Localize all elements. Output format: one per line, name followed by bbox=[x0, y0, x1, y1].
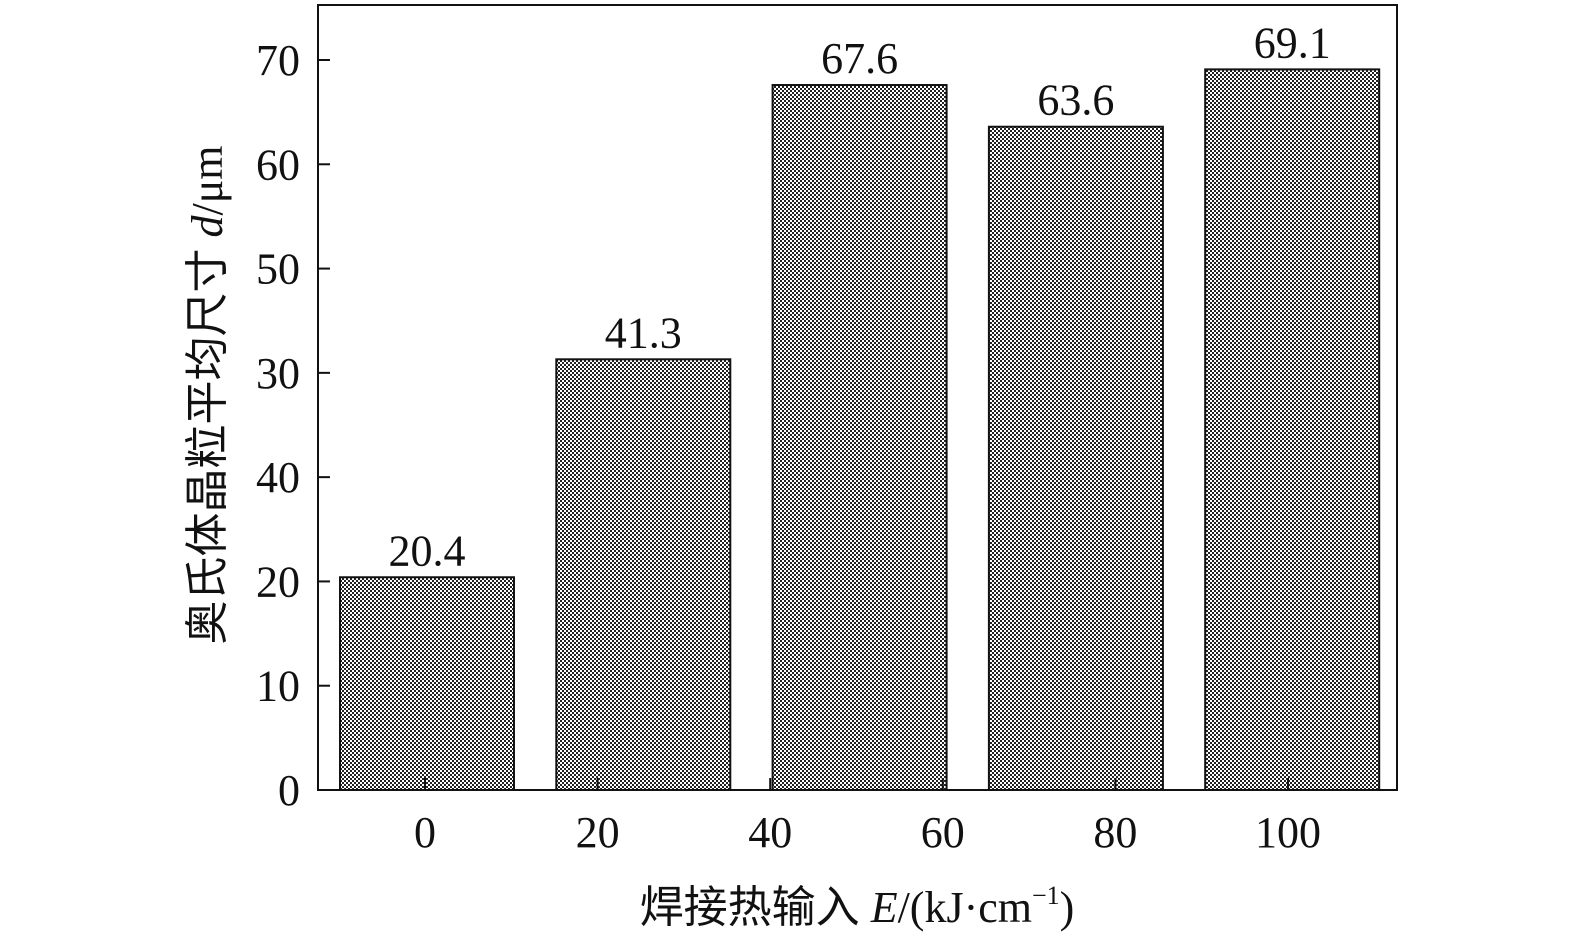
y-tick-label: 20 bbox=[256, 557, 300, 606]
x-tick-label: 100 bbox=[1255, 808, 1321, 857]
x-tick-label: 40 bbox=[748, 808, 792, 857]
data-label: 20.4 bbox=[389, 526, 466, 575]
bar bbox=[1204, 68, 1381, 791]
y-tick-label: 10 bbox=[256, 662, 300, 711]
y-tick-label: 0 bbox=[278, 766, 300, 815]
plot-frame bbox=[317, 4, 1398, 791]
y-tick-label: 60 bbox=[256, 140, 300, 189]
bar bbox=[771, 84, 948, 792]
x-tick-label: 0 bbox=[414, 808, 436, 857]
y-axis-label: 奥氏体晶粒平均尺寸 d/μm bbox=[183, 145, 232, 644]
data-label: 63.6 bbox=[1037, 76, 1114, 125]
bar bbox=[987, 125, 1164, 791]
y-tick-label: 30 bbox=[256, 349, 300, 398]
x-tick-label: 80 bbox=[1093, 808, 1137, 857]
x-tick-label: 60 bbox=[921, 808, 965, 857]
y-tick-label: 70 bbox=[256, 36, 300, 85]
y-tick-label: 40 bbox=[256, 453, 300, 502]
data-label: 67.6 bbox=[821, 34, 898, 83]
data-label: 41.3 bbox=[605, 308, 682, 357]
data-label: 69.1 bbox=[1254, 18, 1331, 67]
bar bbox=[339, 576, 515, 791]
y-tick-label: 50 bbox=[256, 245, 300, 294]
bar bbox=[555, 358, 732, 791]
x-axis-label: 焊接热输入 E/(kJ·cm−1) bbox=[640, 881, 1075, 932]
x-tick-label: 20 bbox=[576, 808, 620, 857]
